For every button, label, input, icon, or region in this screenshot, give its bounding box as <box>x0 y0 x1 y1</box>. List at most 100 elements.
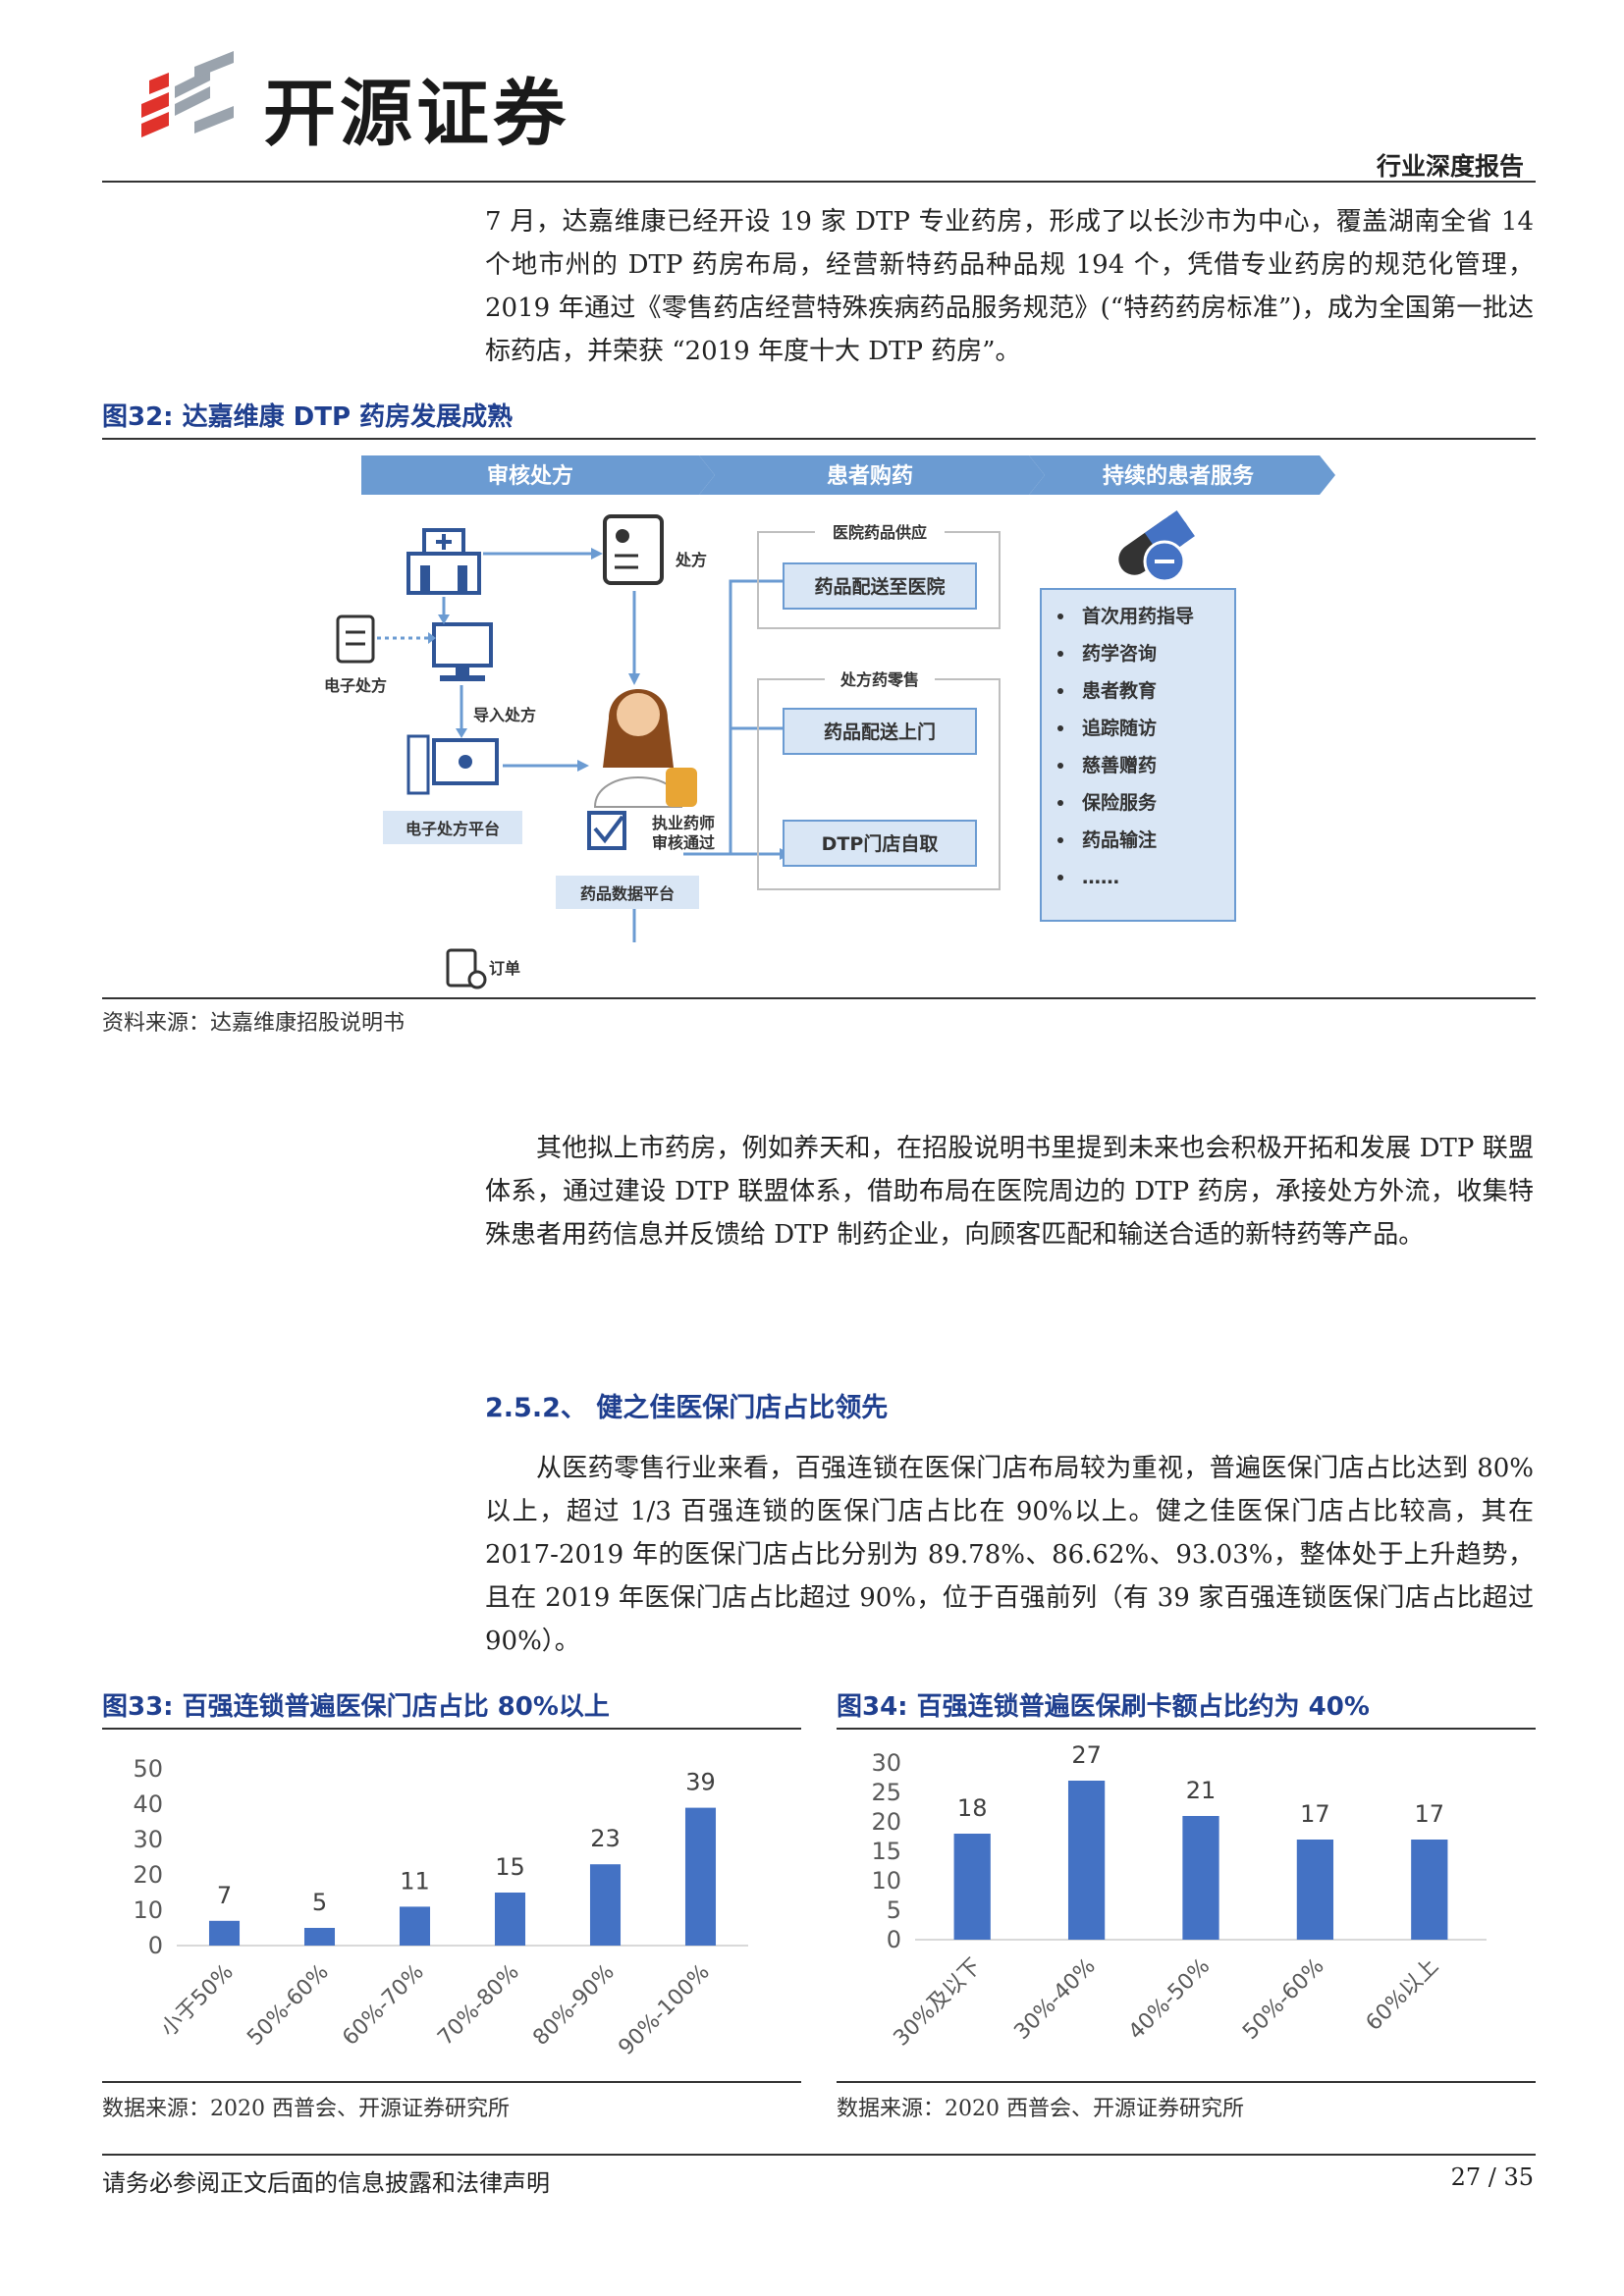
paragraph-2-text: 其他拟上市药房，例如养天和，在招股说明书里提到未来也会积极开拓和发展 DTP 联… <box>485 1134 1534 1250</box>
figure-34-bottom-rule <box>837 2081 1536 2083</box>
y-tick-label: 20 <box>133 1861 163 1889</box>
bar <box>589 1864 622 1946</box>
figure-32-diagram: 审核处方 患者购药 持续的患者服务 处方 电子处方 导入处方 电子处方平台 执业… <box>324 455 1335 989</box>
label-hospital-supply: 医院药品供应 <box>833 523 927 542</box>
x-tick-label: 30%及以下 <box>890 1954 987 2052</box>
label-to-hospital: 药品配送至医院 <box>814 575 945 598</box>
label-rx-retail: 处方药零售 <box>839 670 919 689</box>
y-tick-label: 0 <box>887 1926 901 1953</box>
service-item: 保险服务 <box>1081 791 1158 814</box>
label-e-prescription: 电子处方 <box>324 676 387 695</box>
y-tick-label: 50 <box>133 1755 163 1783</box>
x-tick-label: 60%-70% <box>338 1960 428 2051</box>
bar-value-label: 7 <box>217 1882 232 1909</box>
label-order: 订单 <box>489 959 520 978</box>
footer-rule <box>102 2154 1536 2156</box>
service-bullet <box>1057 763 1063 769</box>
header-rule <box>102 181 1536 183</box>
bar-value-label: 23 <box>590 1825 621 1852</box>
figure-32-bottom-rule <box>102 997 1536 999</box>
x-tick-label: 50%-60% <box>243 1960 333 2051</box>
y-tick-label: 30 <box>871 1749 901 1777</box>
to-hospital-box <box>783 562 977 610</box>
stage-chevron-2 <box>699 455 1045 495</box>
header: 开源证券 行业深度报告 <box>0 0 1624 187</box>
chart-33: 0 10 20 30 40 50 7 小于50% 5 50%-60% 11 60%-70% 15 70%-… <box>133 1755 748 2060</box>
platform-label-box <box>383 811 522 844</box>
services-box <box>1040 588 1236 922</box>
brand-name: 开源证券 <box>263 72 569 156</box>
y-tick-label: 15 <box>871 1838 901 1865</box>
stage-label-2: 患者购药 <box>827 463 913 489</box>
service-bullet <box>1057 651 1063 657</box>
label-drug-platform: 药品数据平台 <box>580 884 675 903</box>
y-tick-label: 10 <box>871 1867 901 1895</box>
bar <box>1411 1840 1448 1940</box>
figure-34-title: 图34: 百强连锁普遍医保刷卡额占比约为 40% <box>837 1692 1370 1722</box>
y-tick-label: 0 <box>148 1932 163 1959</box>
service-item: 追踪随访 <box>1082 717 1157 739</box>
service-item: 慈善赠药 <box>1082 754 1157 776</box>
report-type: 行业深度报告 <box>1376 152 1524 181</box>
y-tick-label: 5 <box>887 1896 901 1924</box>
service-bullet <box>1057 688 1063 694</box>
x-tick-label: 小于50% <box>156 1960 238 2042</box>
x-tick-label: 40%-50% <box>1124 1954 1215 2045</box>
x-tick-label: 70%-80% <box>433 1960 523 2051</box>
bar <box>1067 1781 1106 1940</box>
label-import-prescription: 导入处方 <box>473 706 536 724</box>
computer-platform-icon <box>406 734 499 795</box>
section-title: 2.5.2、 健之佳医保门店占比领先 <box>485 1393 889 1423</box>
figure-32-title: 图32: 达嘉维康 DTP 药房发展成熟 <box>102 402 514 432</box>
figure-33-bottom-rule <box>102 2081 801 2083</box>
bar <box>684 1807 717 1946</box>
bar <box>208 1920 241 1946</box>
y-tick-label: 40 <box>133 1790 163 1818</box>
capsule-icon <box>1118 509 1195 583</box>
figure-32-top-rule <box>102 438 1536 440</box>
pickup-box <box>783 820 977 867</box>
to-door-box <box>783 708 977 755</box>
stage-label-3: 持续的患者服务 <box>1103 463 1255 489</box>
service-bullet <box>1057 837 1063 843</box>
figure-33-source: 数据来源：2020 西普会、开源证券研究所 <box>102 2097 510 2121</box>
monitor-icon <box>432 622 493 681</box>
service-item: …… <box>1082 867 1119 888</box>
brand-logo-icon <box>141 51 234 137</box>
hospital-icon <box>406 528 481 595</box>
x-tick-label: 50%-60% <box>1238 1954 1328 2045</box>
bar-value-label: 5 <box>312 1889 327 1916</box>
x-tick-label: 80%-90% <box>528 1960 619 2051</box>
paragraph-3-text: 从医药零售行业来看，百强连锁在医保门店布局较为重视，普遍医保门店占比达到 80%… <box>485 1454 1534 1656</box>
label-to-door: 药品配送上门 <box>824 721 936 743</box>
order-icon <box>446 948 487 989</box>
footer-page-number: 27 / 35 <box>1450 2163 1534 2191</box>
service-item: 药学咨询 <box>1082 642 1157 665</box>
label-platform: 电子处方平台 <box>406 820 500 838</box>
paragraph-1: 7 月，达嘉维康已经开设 19 家 DTP 专业药房，形成了以长沙市为中心，覆盖… <box>485 200 1534 373</box>
e-prescription-icon <box>336 614 375 664</box>
service-bullet <box>1057 875 1063 881</box>
stage-chevron-1 <box>361 455 715 495</box>
x-tick-label: 60%以上 <box>1362 1954 1443 2036</box>
y-tick-label: 25 <box>871 1779 901 1806</box>
service-item: 患者教育 <box>1082 679 1157 702</box>
bar-value-label: 21 <box>1186 1777 1217 1804</box>
prescription-icon <box>603 514 664 585</box>
bar-value-label: 15 <box>495 1853 525 1881</box>
figure-34-top-rule <box>837 1728 1536 1730</box>
bar-value-label: 18 <box>957 1794 988 1822</box>
pharmacist-icon <box>593 689 697 808</box>
label-pharmacist-2: 审核通过 <box>652 833 715 852</box>
bar-value-label: 11 <box>400 1867 430 1895</box>
label-pharmacist: 执业药师 <box>652 814 715 832</box>
bar <box>1296 1840 1334 1940</box>
x-tick-label: 30%-40% <box>1009 1954 1100 2045</box>
figure-32-source: 资料来源：达嘉维康招股说明书 <box>102 1011 406 1036</box>
label-pickup: DTP门店自取 <box>822 832 939 855</box>
y-tick-label: 10 <box>133 1896 163 1924</box>
bar-value-label: 17 <box>1300 1800 1330 1828</box>
bar <box>494 1893 526 1946</box>
